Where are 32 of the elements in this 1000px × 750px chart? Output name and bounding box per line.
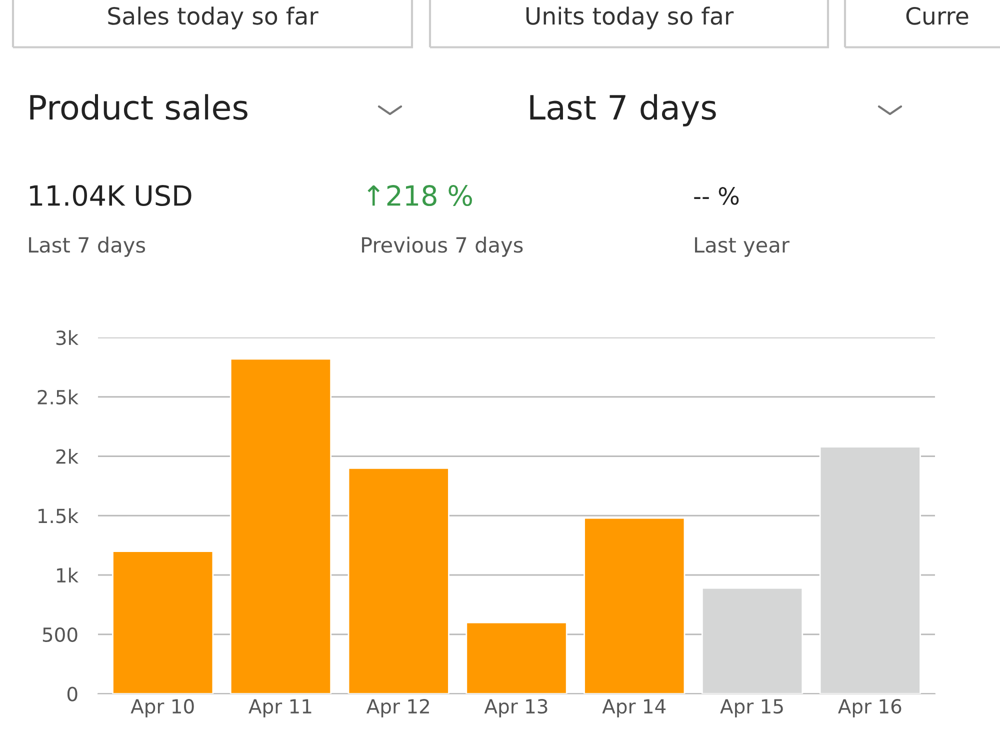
bar <box>112 550 214 694</box>
bar <box>230 358 332 694</box>
x-tick-label: Apr 16 <box>838 698 902 718</box>
text: Previous 7 days <box>362 236 523 257</box>
x-tick-label: Apr 11 <box>248 699 312 718</box>
bar <box>819 446 921 694</box>
y-tick-label: 500 <box>42 627 78 642</box>
text: 11.04K USD <box>30 185 192 206</box>
y-tick-label: 1k <box>57 568 78 582</box>
x-tick-label: Apr 12 <box>366 698 429 718</box>
chart-subtitle: Last 7 days <box>530 94 716 126</box>
y-tick-label: 2.5k <box>38 389 78 405</box>
text: Curre <box>906 6 968 25</box>
y-tick-label: 1.5k <box>38 508 78 524</box>
y-tick-label: 2k <box>56 448 78 464</box>
bar <box>584 517 686 694</box>
x-tick-label: Apr 10 <box>130 698 194 718</box>
x-tick-label: Apr 15 <box>720 699 783 718</box>
y-tick-label: 3k <box>56 330 78 346</box>
bar <box>701 587 804 694</box>
text: ↑218 % <box>368 185 472 206</box>
x-tick-label: Apr 14 <box>602 699 666 718</box>
x-tick-label: Apr 13 <box>484 698 548 718</box>
bar <box>466 622 568 694</box>
text: Last 7 days <box>29 236 146 257</box>
bar <box>348 467 450 694</box>
text: Units today so far <box>526 6 734 30</box>
text: Sales today so far <box>108 6 318 30</box>
y-tick-label: 0 <box>67 686 78 702</box>
text: -- % <box>694 186 739 205</box>
chart-title: Product sales <box>30 94 248 120</box>
text: Last year <box>695 237 790 257</box>
